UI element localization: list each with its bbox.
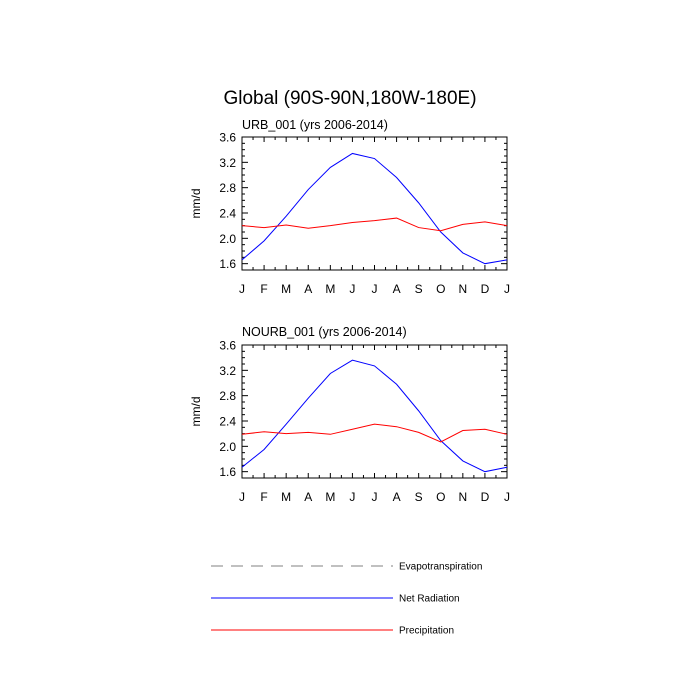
y-tick-label: 2.4	[219, 207, 236, 221]
x-tick-label: D	[481, 490, 490, 504]
x-tick-label: J	[504, 282, 510, 296]
legend-label: Net Radiation	[399, 594, 460, 605]
x-tick-label: O	[436, 490, 445, 504]
y-tick-label: 2.0	[219, 232, 236, 246]
x-tick-label: J	[239, 490, 245, 504]
legend-entry: Precipitation	[211, 626, 454, 637]
y-tick-label: 2.8	[219, 181, 236, 195]
series-line-precipitation	[241, 217, 508, 232]
x-tick-label: O	[436, 282, 445, 296]
series-line-net-radiation	[241, 152, 508, 265]
x-tick-label: D	[481, 282, 490, 296]
y-tick-label: 2.4	[219, 415, 236, 429]
series-line-precipitation	[241, 423, 508, 443]
x-tick-label: J	[349, 490, 355, 504]
x-tick-label: F	[260, 282, 267, 296]
series-line-net-radiation	[241, 359, 508, 473]
x-tick-label: N	[458, 490, 467, 504]
panel-title: NOURB_001 (yrs 2006-2014)	[242, 325, 407, 339]
x-tick-label: J	[239, 282, 245, 296]
y-tick-label: 3.6	[219, 131, 236, 145]
legend-label: Precipitation	[399, 626, 454, 637]
x-tick-label: F	[260, 490, 267, 504]
y-tick-label: 3.2	[219, 364, 236, 378]
x-tick-label: M	[325, 490, 335, 504]
figure-title: Global (90S-90N,180W-180E)	[223, 88, 476, 109]
x-tick-label: S	[415, 282, 423, 296]
x-tick-label: J	[372, 490, 378, 504]
x-tick-label: M	[281, 282, 291, 296]
plot-frame	[241, 344, 508, 479]
y-tick-label: 3.2	[219, 156, 236, 170]
x-tick-label: A	[393, 490, 401, 504]
x-tick-label: J	[504, 490, 510, 504]
x-tick-label: A	[304, 282, 312, 296]
plot-frame	[241, 136, 508, 271]
y-tick-label: 1.6	[219, 465, 236, 479]
x-tick-label: M	[325, 282, 335, 296]
x-tick-label: J	[372, 282, 378, 296]
x-tick-label: N	[458, 282, 467, 296]
y-tick-label: 2.8	[219, 389, 236, 403]
x-tick-label: J	[349, 282, 355, 296]
legend-entry: Net Radiation	[211, 594, 460, 605]
x-tick-label: A	[304, 490, 312, 504]
y-axis-label: mm/d	[189, 189, 203, 219]
y-tick-label: 1.6	[219, 257, 236, 271]
x-tick-label: M	[281, 490, 291, 504]
y-tick-label: 3.6	[219, 339, 236, 353]
legend-entry: Evapotranspiration	[211, 562, 482, 573]
legend: Evapotranspiration Net Radiation Precipita…	[211, 562, 482, 637]
chart-panel-nourb: NOURB_001 (yrs 2006-2014) J F M A M J J A S O N D J1…	[189, 325, 510, 504]
legend-label: Evapotranspiration	[399, 562, 482, 573]
y-axis-label: mm/d	[189, 397, 203, 427]
y-tick-label: 2.0	[219, 440, 236, 454]
x-tick-label: A	[393, 282, 401, 296]
x-tick-label: S	[415, 490, 423, 504]
panel-title: URB_001 (yrs 2006-2014)	[242, 118, 388, 132]
chart-panel-urb: URB_001 (yrs 2006-2014) J F M A M J J A S O N D J1.6…	[189, 118, 510, 296]
